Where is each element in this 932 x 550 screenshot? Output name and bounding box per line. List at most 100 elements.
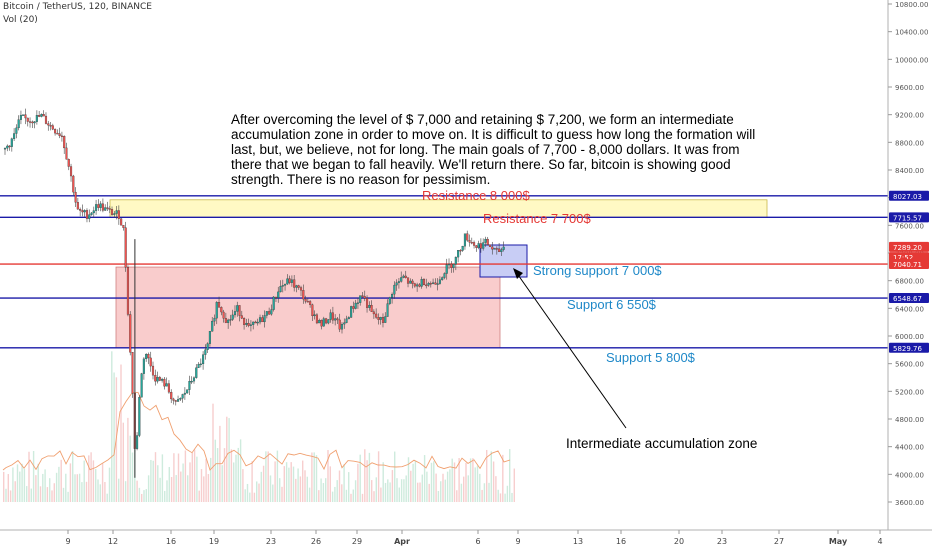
volume-bar — [32, 450, 35, 502]
volume-bar — [292, 466, 295, 502]
volume-bar — [175, 475, 177, 502]
candle-body — [466, 233, 469, 241]
volume-bar — [421, 474, 423, 502]
candle-body — [236, 305, 239, 312]
candle-body — [122, 225, 125, 228]
candle-body — [213, 317, 216, 322]
candle-body — [352, 306, 355, 309]
candle-body — [67, 159, 70, 167]
candle-body — [142, 358, 145, 374]
volume-bar — [285, 462, 288, 502]
candle-body — [361, 295, 364, 297]
volume-bar — [14, 481, 16, 502]
annotation-text: After overcoming the level of $ 7,000 an… — [231, 112, 756, 187]
volume-bar — [352, 489, 354, 502]
volume-bar — [474, 467, 476, 502]
candle-body — [227, 319, 230, 323]
candle-body — [222, 311, 225, 319]
volume-bar — [371, 480, 373, 502]
candle-body — [110, 209, 114, 215]
candle-body — [279, 286, 282, 293]
y-tick-label: 4400.00 — [895, 444, 924, 452]
volume-bar — [400, 479, 403, 502]
volume-bar — [469, 458, 472, 502]
candle-body — [286, 278, 289, 285]
candle-body — [192, 377, 196, 382]
candle-body — [97, 204, 100, 208]
volume-bar — [136, 480, 138, 502]
volume-bar — [95, 469, 97, 502]
x-tick-label: 13 — [573, 537, 583, 546]
volume-bar — [495, 476, 497, 502]
volume-bar — [145, 489, 147, 502]
candle-body — [215, 302, 218, 319]
volume-bar — [104, 481, 106, 502]
volume-bar — [279, 478, 281, 502]
volume-bar — [460, 483, 463, 502]
candle-body — [347, 317, 350, 320]
volume-bar — [173, 453, 175, 502]
candle-body — [434, 282, 437, 285]
y-tick-label: 4800.00 — [895, 416, 924, 424]
x-tick-label: 12 — [108, 537, 118, 546]
volume-bar — [49, 478, 51, 502]
volume-bar — [166, 480, 168, 502]
candle-body — [224, 318, 227, 323]
candle-body — [145, 354, 148, 360]
volume-bar — [511, 492, 513, 502]
volume-bar — [244, 489, 246, 502]
volume-bar — [412, 463, 414, 502]
x-tick-label: 16 — [616, 537, 626, 546]
volume-bar — [129, 435, 131, 502]
candle-body — [74, 191, 77, 203]
volume-bar — [180, 471, 182, 502]
candle-body — [263, 315, 266, 323]
x-tick-label: 6 — [475, 537, 480, 546]
x-tick-label: 26 — [311, 537, 321, 546]
volume-bar — [74, 474, 76, 502]
volume-bar — [458, 458, 460, 502]
y-tick-label: 5600.00 — [895, 361, 924, 369]
volume-bar — [274, 461, 276, 502]
candle-body — [309, 301, 312, 305]
volume-bar — [260, 471, 262, 502]
volume-bar — [67, 491, 69, 502]
candle-body — [179, 398, 182, 400]
x-tick-label: 29 — [352, 537, 362, 546]
volume-bar — [101, 463, 104, 502]
candle-body — [375, 313, 378, 318]
volume-bar — [60, 459, 62, 502]
candle-body — [372, 311, 375, 315]
volume-bar — [223, 448, 226, 502]
volume-bar — [256, 481, 258, 502]
volume-bar — [99, 484, 101, 502]
volume-bar — [205, 458, 207, 502]
volume-bar — [212, 403, 214, 502]
volume-bar — [456, 490, 458, 502]
candle-body — [461, 245, 464, 251]
candle-body — [443, 273, 446, 278]
volume-bar — [338, 470, 341, 502]
volume-bar — [44, 469, 46, 502]
candle-body — [38, 115, 41, 117]
candle-body — [295, 285, 298, 288]
volume-bar — [26, 486, 28, 502]
volume-bar — [334, 486, 336, 502]
volume-bar — [51, 490, 53, 502]
volume-bar — [437, 490, 440, 502]
volume-bar — [396, 478, 398, 502]
candle-body — [151, 365, 155, 376]
candle-body — [290, 279, 293, 283]
volume-bar — [318, 490, 320, 502]
candle-body — [406, 277, 410, 284]
candle-body — [432, 282, 435, 284]
candles[interactable] — [3, 108, 505, 478]
candle-body — [245, 323, 248, 325]
candle-body — [288, 278, 291, 283]
candle-body — [297, 285, 300, 288]
candle-body — [58, 133, 61, 137]
price-tag-label: 7715.57 — [893, 214, 922, 222]
volume-bar — [288, 467, 290, 502]
